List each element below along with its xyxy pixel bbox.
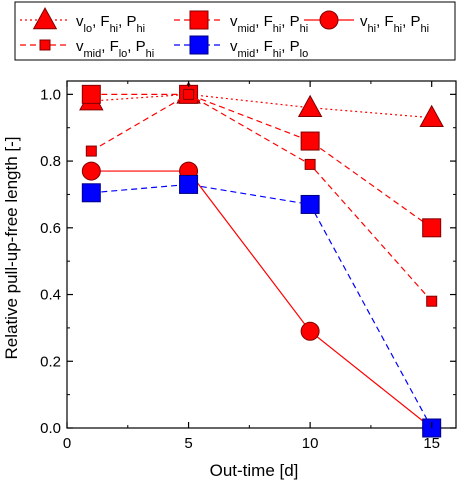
series-line-vmid_flo_phi [91, 93, 433, 302]
legend-label-part: v [76, 13, 84, 30]
series-line-vhi_fhi_phi [91, 170, 433, 429]
legend-item-vmid_fhi_plo: vmid, Fhi, Plo [174, 35, 308, 60]
legend-label-part: mid [238, 23, 256, 35]
data-point-vmid_flo_phi [183, 88, 195, 100]
plot-frame [66, 80, 457, 429]
legend-item-vmid_fhi_phi: vmid, Fhi, Phi [174, 10, 308, 35]
legend-label-part: lo [84, 23, 93, 35]
legend-label-vmid_fhi_phi: vmid, Fhi, Phi [230, 13, 308, 35]
legend-marker-vmid_flo_phi [39, 39, 51, 51]
series-vhi_fhi_phi [81, 161, 442, 438]
legend-label-vlo_fhi_phi: vlo, Fhi, Phi [76, 13, 145, 35]
legend-label-part: v [230, 13, 238, 30]
legend-label-part: hi [273, 48, 282, 60]
legend-label-part: , P [402, 13, 420, 30]
legend-label-part: hi [394, 23, 403, 35]
data-point-vmid_fhi_plo [81, 183, 101, 203]
legend-item-vhi_fhi_phi: vhi, Fhi, Phi [304, 10, 429, 35]
legend-label-vmid_flo_phi: vmid, Flo, Phi [76, 38, 154, 60]
series-vlo_fhi_phi [79, 81, 444, 127]
x-tick-label: 15 [423, 435, 440, 452]
plot-border [66, 80, 457, 429]
legend-label-part: mid [84, 48, 102, 60]
legend-label-part: , P [281, 38, 299, 55]
legend-item-vlo_fhi_phi: vlo, Fhi, Phi [20, 7, 145, 35]
legend-label-part: hi [420, 23, 429, 35]
data-point-vmid_fhi_phi [300, 131, 320, 151]
legend-label-part: , F [255, 13, 273, 30]
y-axis-label: Relative pull-up-free length [-] [2, 136, 21, 359]
legend-label-part: hi [273, 23, 282, 35]
data-point-vmid_fhi_plo [300, 194, 320, 214]
legend: vlo, Fhi, Phi vmid, Fhi, Phi vhi, Fhi, Phi… [14, 1, 456, 61]
x-tick-label: 10 [302, 435, 319, 452]
legend-label-part: , P [127, 38, 145, 55]
legend-label-part: hi [136, 23, 145, 35]
legend-label-part: hi [300, 23, 309, 35]
series-layer [79, 81, 444, 438]
legend-label-part: lo [119, 48, 128, 60]
legend-label-vhi_fhi_phi: vhi, Fhi, Phi [360, 13, 429, 35]
legend-label-part: , F [376, 13, 394, 30]
legend-marker-vmid_fhi_phi [189, 10, 209, 30]
legend-label-part: , P [118, 13, 136, 30]
legend-marker-vmid_fhi_plo [189, 35, 209, 55]
data-point-vmid_flo_phi [426, 295, 438, 307]
y-tick-label: 0.8 [40, 153, 61, 170]
data-point-vmid_flo_phi [85, 145, 97, 157]
data-point-vmid_flo_phi [304, 158, 316, 170]
legend-label-part: v [76, 38, 84, 55]
y-tick-label: 0.4 [40, 287, 61, 304]
legend-label-part: v [230, 38, 238, 55]
series-line-vmid_fhi_plo [91, 183, 433, 429]
legend-label-part: lo [300, 48, 309, 60]
legend-label-part: hi [368, 23, 377, 35]
x-tick-label: 0 [63, 435, 71, 452]
y-tick-label: 0.6 [40, 220, 61, 237]
series-vmid_fhi_plo [81, 174, 442, 438]
legend-marker-vlo_fhi_phi [32, 7, 58, 30]
x-tick-label: 5 [184, 435, 192, 452]
y-tick-label: 0.0 [40, 420, 61, 437]
y-tick-label: 0.2 [40, 353, 61, 370]
x-axis-label: Out-time [d] [210, 461, 299, 480]
y-tick-label: 1.0 [40, 86, 61, 103]
series-vmid_flo_phi [85, 88, 438, 307]
legend-label-part: mid [238, 48, 256, 60]
data-point-vlo_fhi_phi [297, 94, 323, 117]
data-point-vlo_fhi_phi [419, 104, 444, 127]
series-line-vlo_fhi_phi [91, 93, 432, 119]
data-point-vmid_fhi_plo [179, 174, 199, 194]
legend-label-part: hi [110, 23, 119, 35]
legend-marker-vhi_fhi_phi [319, 10, 339, 30]
legend-label-part: hi [146, 48, 155, 60]
series-vmid_fhi_phi [81, 84, 442, 238]
legend-label-part: , F [255, 38, 273, 55]
legend-label-part: v [360, 13, 368, 30]
data-point-vhi_fhi_phi [81, 161, 101, 181]
legend-box [14, 1, 456, 61]
data-point-vhi_fhi_phi [300, 321, 320, 341]
legend-label-vmid_fhi_plo: vmid, Fhi, Plo [230, 38, 308, 60]
data-point-vmid_fhi_phi [422, 218, 442, 238]
series-line-vmid_fhi_phi [91, 93, 433, 229]
data-point-vmid_fhi_phi [81, 84, 101, 104]
legend-label-part: , P [281, 13, 299, 30]
legend-item-vmid_flo_phi: vmid, Flo, Phi [20, 38, 154, 60]
legend-label-part: , F [101, 38, 119, 55]
axes: 0 5 10 15 0.0 0.2 0.4 0.6 0.8 1.0 [40, 81, 456, 452]
legend-label-part: , F [92, 13, 110, 30]
